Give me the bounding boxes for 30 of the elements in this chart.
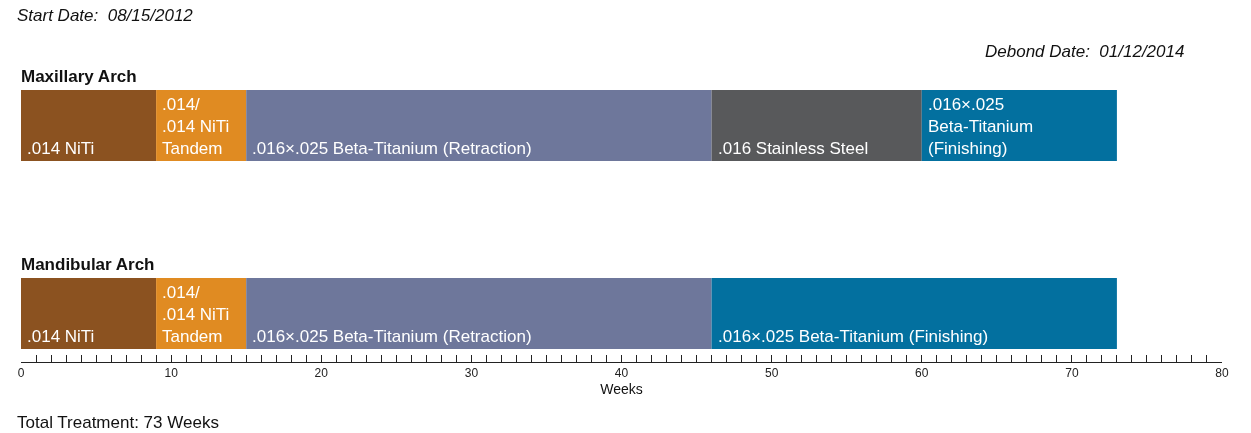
series-label: .016×.025 Beta-Titanium (Retraction): [252, 327, 532, 346]
x-tick-label: 30: [464, 366, 479, 381]
x-tick-label: 50: [764, 366, 779, 381]
text: .016×.025 Beta-Titanium (Retraction): [252, 139, 532, 158]
x-axis-title: Weeks: [600, 380, 643, 397]
y-tick-label: Maxillary Arch: [21, 67, 137, 86]
x-tick-label: 0: [17, 366, 25, 381]
bar: [711, 277, 1117, 350]
text: .016×.025 Beta-Titanium (Finishing): [718, 327, 989, 346]
x-tick-label: 80: [1215, 366, 1229, 381]
series-label: .016 Stainless Steel: [718, 139, 869, 158]
series-label: .016×.025 Beta-Titanium (Finishing): [928, 95, 1034, 159]
bar: [21, 277, 157, 350]
x-tick-label: 10: [164, 366, 179, 381]
annotation: Start Date: 08/15/2012: [17, 6, 194, 25]
bar: [711, 90, 922, 162]
bar: [246, 90, 712, 162]
bar: [246, 277, 712, 350]
series-label: .014 NiTi: [27, 327, 95, 346]
x-tick-label: 70: [1065, 366, 1079, 381]
bar: [21, 90, 157, 162]
annotation: Debond Date: 01/12/2014: [985, 42, 1185, 61]
x-tick-label: 40: [614, 366, 629, 381]
x-tick-label: 20: [314, 366, 329, 381]
text: .014 NiTi: [27, 139, 95, 158]
y-tick-label: Mandibular Arch: [21, 255, 155, 274]
text: Total Treatment: 73 Weeks: [17, 413, 219, 432]
x-tick-label: 60: [915, 366, 929, 381]
text: .014/.014 NiTi Tandem: [162, 95, 230, 159]
series-label: .014/.014 NiTi Tandem: [162, 283, 230, 347]
